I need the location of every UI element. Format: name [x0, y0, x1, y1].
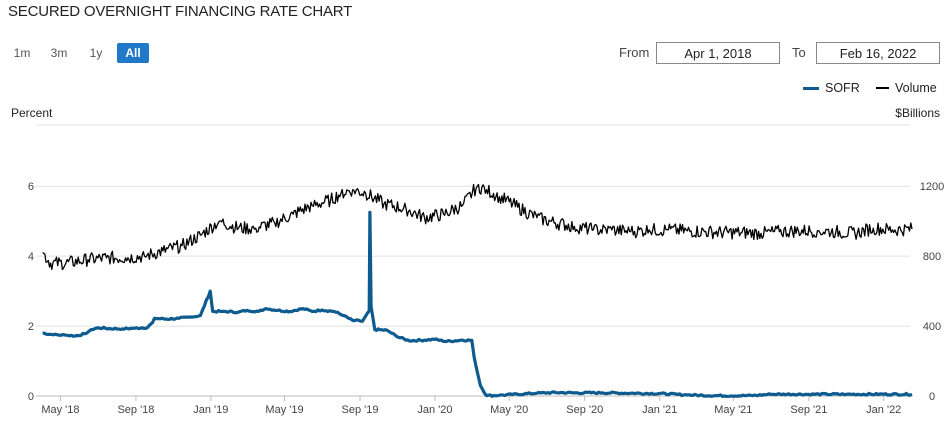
left-tick-label: 0 [28, 391, 34, 403]
right-axis-title: $Billions [895, 106, 940, 120]
to-date-input[interactable]: Feb 16, 2022 [816, 42, 940, 64]
range-1m-button[interactable]: 1m [13, 46, 31, 60]
sofr-swatch-icon [803, 86, 819, 90]
range-all-button[interactable]: All [117, 43, 149, 63]
from-label: From [619, 45, 650, 60]
x-tick-label: Jan '21 [642, 404, 677, 416]
range-1y-button[interactable]: 1y [89, 46, 103, 60]
right-tick-label: 0 [929, 391, 935, 403]
legend-item-volume[interactable]: Volume [876, 81, 937, 95]
volume-swatch-icon [876, 87, 889, 89]
x-tick-label: Jan '22 [866, 404, 901, 416]
right-tick-label: 400 [923, 321, 941, 333]
left-tick-label: 2 [28, 321, 34, 333]
x-tick-label: Sep '18 [117, 404, 154, 416]
right-tick-label: 800 [923, 251, 941, 263]
range-3m-button[interactable]: 3m [50, 46, 68, 60]
x-tick-label: Jan '20 [417, 404, 452, 416]
x-tick-label: Sep '21 [790, 404, 827, 416]
x-tick-label: May '20 [490, 404, 528, 416]
left-axis-title: Percent [11, 106, 53, 120]
x-tick-label: May '19 [265, 404, 303, 416]
x-tick-label: Sep '20 [566, 404, 603, 416]
x-tick-label: Jan '19 [193, 404, 228, 416]
right-tick-label: 1200 [920, 181, 944, 193]
x-tick-label: May '21 [714, 404, 752, 416]
legend-label-volume: Volume [895, 81, 937, 95]
series-line-volume [42, 183, 913, 271]
from-date-input[interactable]: Apr 1, 2018 [656, 42, 780, 64]
left-tick-label: 6 [28, 181, 34, 193]
legend-label-sofr: SOFR [825, 81, 860, 95]
x-tick-label: Sep '19 [342, 404, 379, 416]
chart-title: SECURED OVERNIGHT FINANCING RATE CHART [8, 3, 353, 20]
series-line-sofr [42, 210, 913, 398]
to-label: To [792, 45, 806, 60]
left-tick-label: 4 [28, 251, 34, 263]
legend-item-sofr[interactable]: SOFR [803, 81, 860, 95]
x-tick-label: May '18 [41, 404, 79, 416]
